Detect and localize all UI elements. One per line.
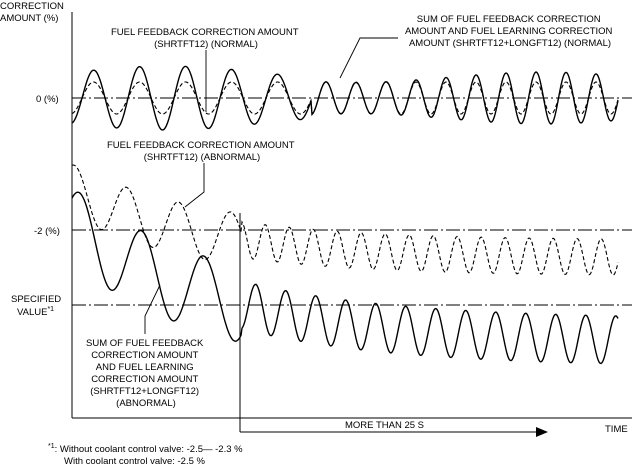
label-shrtft-abnormal: FUEL FEEDBACK CORRECTION AMOUNT (SHRTFT1… (107, 140, 297, 163)
label-shrtft-abnormal-line: FUEL FEEDBACK CORRECTION AMOUNT (107, 140, 295, 151)
footnote-line1: *1: Without coolant control valve: -2.5—… (48, 441, 243, 456)
footnote-text2: With coolant control valve: -2.5 % (64, 456, 205, 467)
footnote: *1: Without coolant control valve: -2.5—… (48, 441, 243, 468)
y-axis-title-line2: AMOUNT (%) (0, 13, 58, 24)
label-shrtft-normal-line: FUEL FEEDBACK CORRECTION AMOUNT (111, 27, 299, 38)
label-sum-abnormal-line: (SHRTFT12+LONGFT12) (90, 386, 199, 397)
zero-label: 0 (%) (36, 94, 59, 105)
label-sum-abnormal: SUM OF FUEL FEEDBACK CORRECTION AMOUNT A… (86, 338, 206, 409)
specified-value-mark: *1 (47, 306, 54, 313)
minus2-label: -2 (%) (34, 226, 60, 237)
footnote-line2: With coolant control valve: -2.5 % (64, 456, 243, 468)
duration-label: MORE THAN 25 S (345, 420, 424, 431)
label-shrtft-abnormal-line: (SHRTFT12) (ABNORMAL) (144, 152, 260, 163)
duration-arrowhead (536, 427, 548, 437)
shrtft-abnormal-waveform (71, 164, 619, 276)
label-sum-normal: SUM OF FUEL FEEDBACK CORRECTION AMOUNT A… (405, 14, 615, 49)
leader-sum-abnormal (144, 284, 161, 334)
label-sum-normal-line: AMOUNT AND FUEL LEARNING CORRECTION (405, 26, 613, 37)
specified-value-label-line2: VALUE*1 (17, 306, 54, 318)
leader-sum-normal (339, 37, 398, 79)
label-sum-abnormal-line: SUM OF FUEL FEEDBACK (86, 338, 204, 349)
footnote-mark: *1 (48, 443, 55, 450)
leader-shrtft-abnormal (184, 163, 205, 208)
sum-normal-waveform (71, 65, 619, 131)
label-shrtft-normal-line: (SHRTFT12) (NORMAL) (154, 39, 258, 50)
label-shrtft-normal: FUEL FEEDBACK CORRECTION AMOUNT (SHRTFT1… (111, 27, 301, 50)
footnote-text1: : Without coolant control valve: -2.5— -… (54, 444, 243, 455)
specified-value-label-line1: SPECIFIED (11, 294, 61, 305)
label-sum-abnormal-line: (ABNORMAL) (116, 398, 176, 409)
label-sum-normal-line: AMOUNT (SHRTFT12+LONGFT12) (NORMAL) (409, 38, 611, 49)
y-axis-title-line1: CORRECTION (0, 1, 64, 12)
sum-abnormal-waveform (71, 191, 619, 365)
label-sum-abnormal-line: CORRECTION AMOUNT (91, 350, 198, 361)
label-sum-abnormal-line: AND FUEL LEARNING (96, 362, 194, 373)
x-axis-title: TIME (605, 424, 628, 435)
label-sum-abnormal-line: CORRECTION AMOUNT (91, 374, 198, 385)
label-sum-normal-line: SUM OF FUEL FEEDBACK CORRECTION (417, 14, 601, 25)
